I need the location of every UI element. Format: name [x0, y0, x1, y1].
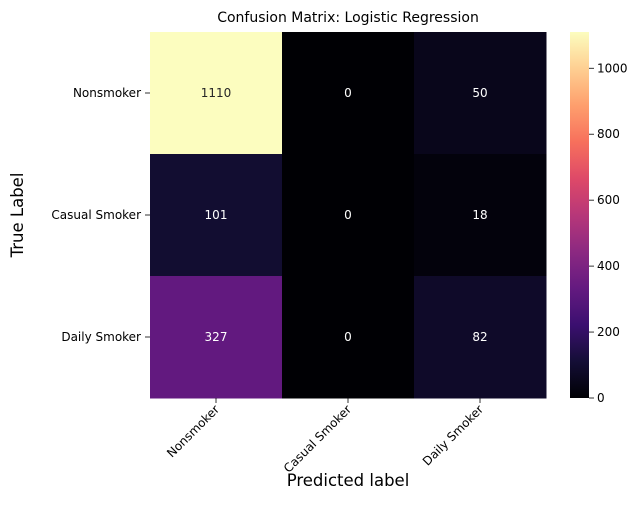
- heatmap-cell: [414, 32, 547, 155]
- heatmap-cell: [414, 154, 547, 277]
- cell-value-label: 82: [472, 330, 487, 344]
- heatmap-cell: [150, 276, 283, 399]
- heatmap-cell: [414, 276, 547, 399]
- cell-value-label: 1110: [201, 86, 232, 100]
- x-tick-label: Nonsmoker: [164, 402, 222, 460]
- heatmap-cell: [282, 154, 415, 277]
- colorbar-tick-label: 200: [597, 325, 620, 339]
- y-tick-label: Nonsmoker: [73, 86, 141, 100]
- x-tick-label: Daily Smoker: [420, 402, 486, 468]
- cell-value-label: 101: [205, 208, 228, 222]
- cell-value-label: 327: [205, 330, 228, 344]
- cell-value-label: 0: [344, 208, 352, 222]
- colorbar-tick-label: 1000: [597, 61, 628, 75]
- cell-value-label: 50: [472, 86, 487, 100]
- cell-value-label: 0: [344, 330, 352, 344]
- heatmap-cell: [282, 32, 415, 155]
- heatmap-cells: 1110 0 50 101 0 18 327 0 82: [150, 32, 547, 399]
- colorbar-tick-label: 0: [597, 391, 605, 405]
- chart-title: Confusion Matrix: Logistic Regression: [217, 10, 479, 26]
- colorbar-ticks: 0 200 400 600 800 1000: [589, 61, 628, 405]
- colorbar: [570, 32, 589, 398]
- colorbar-tick-label: 600: [597, 193, 620, 207]
- colorbar-tick-label: 400: [597, 259, 620, 273]
- colorbar-tick-label: 800: [597, 127, 620, 141]
- x-axis-label: Predicted label: [287, 471, 410, 490]
- y-axis-ticks: Nonsmoker Casual Smoker Daily Smoker: [51, 86, 150, 344]
- y-tick-label: Daily Smoker: [61, 330, 141, 344]
- x-axis-ticks: Nonsmoker Casual Smoker Daily Smoker: [164, 398, 486, 475]
- y-axis-label: True Label: [8, 173, 27, 259]
- cell-value-label: 18: [472, 208, 487, 222]
- heatmap-cell: [150, 32, 283, 155]
- x-tick-label: Casual Smoker: [281, 402, 354, 475]
- heatmap-cell: [282, 276, 415, 399]
- heatmap-cell: [150, 154, 283, 277]
- y-tick-label: Casual Smoker: [51, 208, 141, 222]
- cell-value-label: 0: [344, 86, 352, 100]
